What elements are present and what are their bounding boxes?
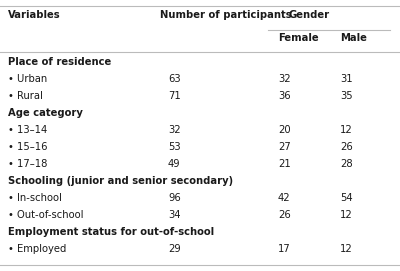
Text: 36: 36 (278, 91, 291, 101)
Text: 29: 29 (168, 244, 181, 254)
Text: 17: 17 (278, 244, 291, 254)
Text: 31: 31 (340, 74, 353, 84)
Text: Variables: Variables (8, 10, 61, 20)
Text: Female: Female (278, 33, 319, 43)
Text: 42: 42 (278, 193, 291, 203)
Text: 49: 49 (168, 159, 181, 169)
Text: Place of residence: Place of residence (8, 57, 111, 67)
Text: Schooling (junior and senior secondary): Schooling (junior and senior secondary) (8, 176, 233, 186)
Text: 54: 54 (340, 193, 353, 203)
Text: 12: 12 (340, 210, 353, 220)
Text: 26: 26 (278, 210, 291, 220)
Text: 21: 21 (278, 159, 291, 169)
Text: 20: 20 (278, 125, 291, 135)
Text: Male: Male (340, 33, 367, 43)
Text: 35: 35 (340, 91, 353, 101)
Text: 34: 34 (168, 210, 180, 220)
Text: 27: 27 (278, 142, 291, 152)
Text: • 13–14: • 13–14 (8, 125, 47, 135)
Text: 63: 63 (168, 74, 181, 84)
Text: 26: 26 (340, 142, 353, 152)
Text: 96: 96 (168, 193, 181, 203)
Text: • Urban: • Urban (8, 74, 47, 84)
Text: 32: 32 (278, 74, 291, 84)
Text: • In-school: • In-school (8, 193, 62, 203)
Text: 12: 12 (340, 244, 353, 254)
Text: 28: 28 (340, 159, 353, 169)
Text: 12: 12 (340, 125, 353, 135)
Text: • 15–16: • 15–16 (8, 142, 48, 152)
Text: 71: 71 (168, 91, 181, 101)
Text: • 17–18: • 17–18 (8, 159, 47, 169)
Text: • Rural: • Rural (8, 91, 43, 101)
Text: Number of participants: Number of participants (160, 10, 292, 20)
Text: • Employed: • Employed (8, 244, 66, 254)
Text: 53: 53 (168, 142, 181, 152)
Text: 32: 32 (168, 125, 181, 135)
Text: Employment status for out-of-school: Employment status for out-of-school (8, 227, 214, 237)
Text: • Out-of-school: • Out-of-school (8, 210, 84, 220)
Text: Age category: Age category (8, 108, 83, 118)
Text: Gender: Gender (288, 10, 330, 20)
